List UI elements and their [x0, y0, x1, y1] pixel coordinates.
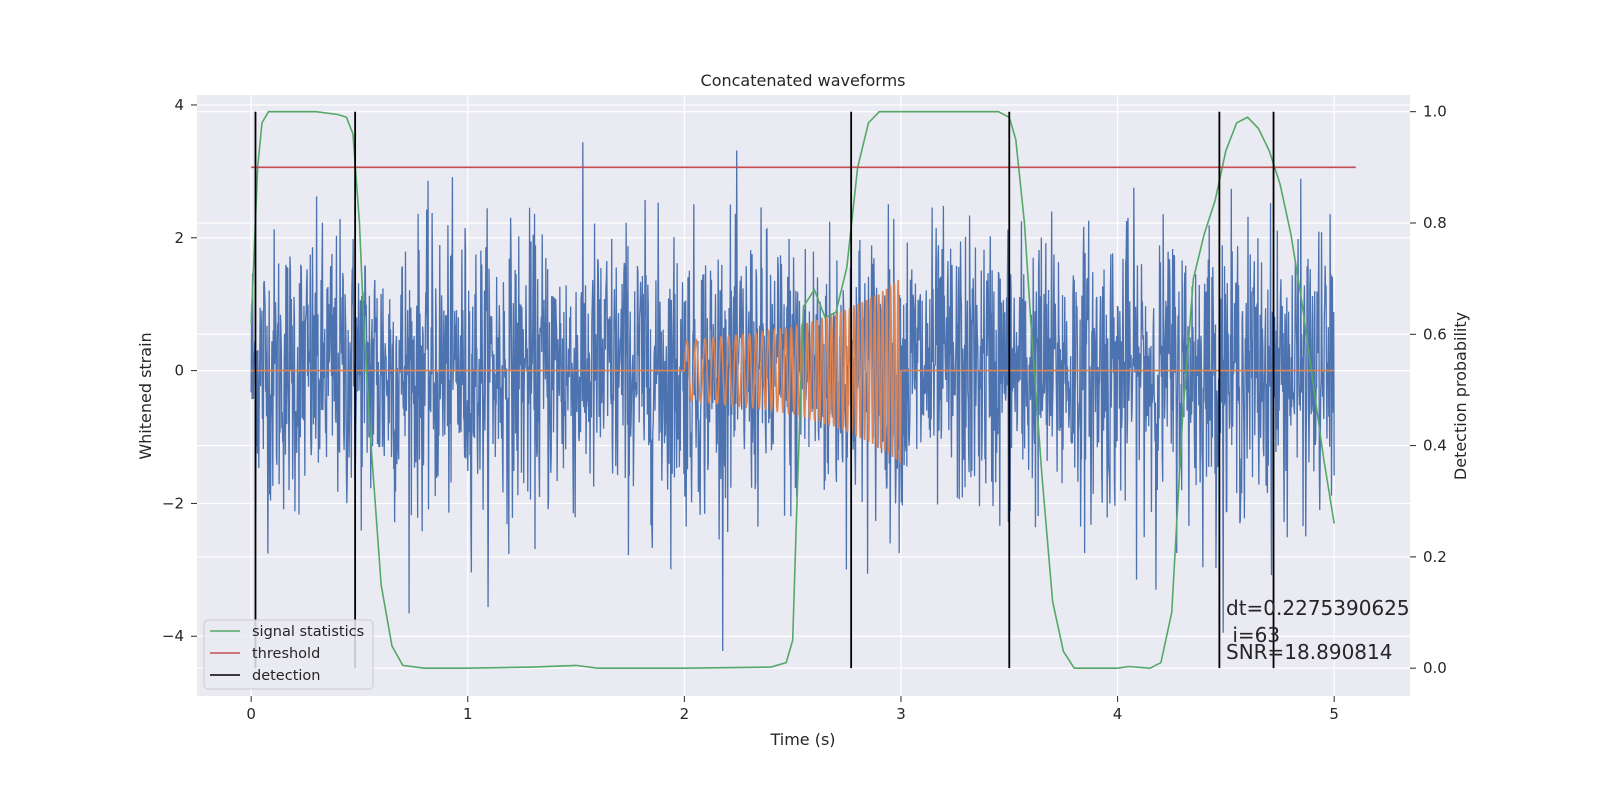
legend-label-detection: detection: [252, 668, 320, 684]
y-tick-label-right: 0.4: [1423, 437, 1447, 455]
x-tick-label: 4: [1113, 705, 1123, 723]
legend-label-threshold: threshold: [252, 646, 320, 662]
x-tick-label: 1: [463, 705, 473, 723]
series-injected-waveform: [251, 279, 1335, 463]
y-tick-label-left: 4: [174, 96, 184, 114]
axis-ticks: 0 1 2 3 4 5 −4 −2 0 2 4 0.0 0.2 0.4 0.6 0.8 1.0: [162, 96, 1447, 723]
x-tick-label: 2: [680, 705, 690, 723]
annotation-dt: dt=0.2275390625: [1226, 596, 1410, 620]
x-tick-label: 5: [1329, 705, 1339, 723]
series-signal-statistics: [250, 110, 1335, 669]
legend-box: [203, 619, 374, 690]
y-axis-label-right: Detection probability: [1451, 312, 1470, 480]
annotation-index: i=63: [1226, 623, 1280, 647]
plot-content: [250, 110, 1356, 669]
y-tick-label-left: −2: [162, 494, 184, 512]
legend: signal statistics threshold detection: [203, 619, 374, 690]
y-tick-label-left: 2: [174, 229, 184, 247]
y-tick-label-right: 0.8: [1423, 214, 1447, 232]
y-tick-label-right: 0.0: [1423, 659, 1447, 677]
x-tick-label: 3: [896, 705, 906, 723]
x-tick-label: 0: [246, 705, 256, 723]
y-tick-label-right: 0.6: [1423, 325, 1447, 343]
y-axis-label-left: Whitened strain: [136, 332, 155, 459]
chart-title: Concatenated waveforms: [701, 71, 906, 90]
y-tick-label-left: −4: [162, 627, 184, 645]
annotation-snr: SNR=18.890814: [1226, 640, 1392, 664]
series-whitened-strain: [250, 142, 1335, 652]
x-axis-label: Time (s): [769, 730, 835, 749]
y-tick-label-right: 1.0: [1423, 103, 1447, 121]
y-tick-label-left: 0: [174, 362, 184, 380]
y-tick-label-right: 0.2: [1423, 548, 1447, 566]
legend-label-signal-statistics: signal statistics: [252, 624, 364, 640]
